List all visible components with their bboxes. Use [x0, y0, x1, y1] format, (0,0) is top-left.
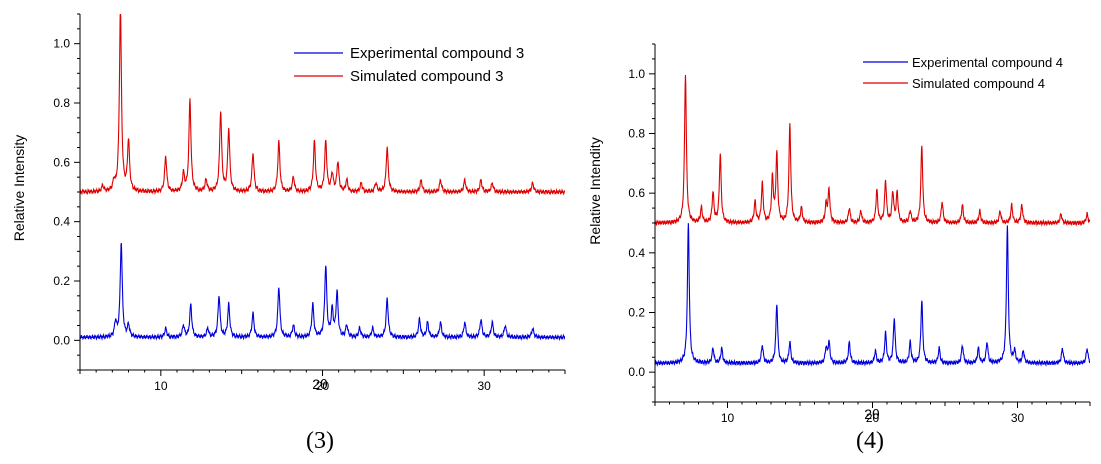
y-tick-label: 1.0 — [628, 67, 645, 81]
series-line-simulated — [80, 14, 565, 196]
x-axis-title: 2θ — [864, 406, 880, 422]
legend-label-experimental: Experimental compound 3 — [350, 45, 524, 62]
plot-lines — [80, 14, 565, 342]
legend-label-experimental: Experimental compound 4 — [912, 55, 1063, 70]
series-line-experimental — [80, 242, 565, 342]
legend: Experimental compound 3 Simulated compou… — [294, 45, 524, 85]
x-tick-label: 30 — [1011, 411, 1025, 425]
legend: Experimental compound 4 Simulated compou… — [863, 55, 1063, 91]
x-tick-label: 10 — [721, 411, 735, 425]
chart-compound-3: 10 20 30 0.0 0.2 0.4 0.6 0.8 1.0 2θ Relative Int… — [11, 13, 566, 454]
x-tick-label: 20 — [316, 379, 330, 393]
y-tick-label: 0.4 — [628, 246, 645, 260]
plot-lines — [655, 74, 1090, 367]
series-line-experimental — [655, 223, 1090, 367]
y-tick-label: 0.8 — [628, 127, 645, 141]
y-tick-label: 0.0 — [53, 333, 70, 347]
y-tick-label: 0.8 — [53, 96, 70, 110]
y-tick-label: 0.4 — [53, 215, 70, 229]
axes: 10 20 30 0.0 0.2 0.4 0.6 0.8 1.0 — [53, 13, 566, 393]
x-tick-label: 10 — [154, 379, 168, 393]
x-tick-label: 20 — [866, 411, 880, 425]
x-axis-title: 2θ — [312, 376, 328, 392]
series-line-simulated — [655, 74, 1090, 227]
x-tick-label: 30 — [477, 379, 491, 393]
y-axis-title: Relative Intendity — [587, 137, 603, 244]
legend-label-simulated: Simulated compound 4 — [912, 76, 1045, 91]
y-tick-label: 0.6 — [628, 186, 645, 200]
y-tick-label: 1.0 — [53, 37, 70, 51]
chart-compound-4: 10 20 30 0.0 0.2 0.4 0.6 0.8 1.0 2θ Relative Int… — [587, 43, 1091, 454]
y-tick-label: 0.0 — [628, 365, 645, 379]
y-tick-label: 0.2 — [53, 274, 70, 288]
legend-label-simulated: Simulated compound 3 — [350, 68, 503, 85]
y-tick-label: 0.6 — [53, 155, 70, 169]
axes: 10 20 30 0.0 0.2 0.4 0.6 0.8 1.0 — [628, 43, 1091, 425]
y-tick-label: 0.2 — [628, 306, 645, 320]
chart-caption: (3) — [306, 428, 334, 454]
chart-caption: (4) — [856, 428, 884, 454]
y-axis-title: Relative Intensity — [11, 135, 27, 242]
